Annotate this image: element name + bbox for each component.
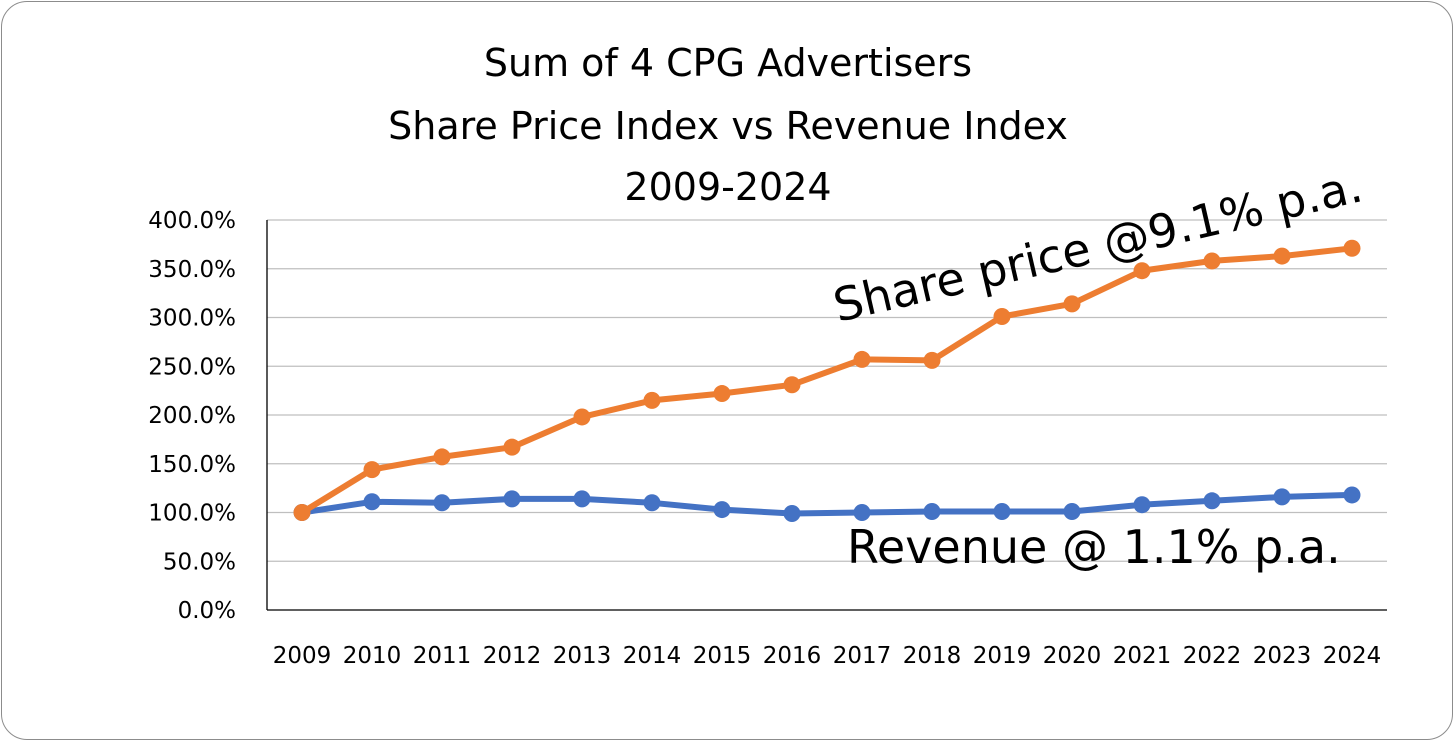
revenue-point bbox=[363, 493, 381, 511]
x-tick-label: 2022 bbox=[1183, 643, 1242, 669]
revenue-point bbox=[1273, 488, 1291, 506]
x-tick-label: 2021 bbox=[1113, 643, 1172, 669]
share-price-point bbox=[573, 408, 591, 426]
share-price-point bbox=[363, 461, 381, 479]
revenue-point bbox=[643, 494, 661, 512]
y-tick-label: 350.0% bbox=[148, 257, 236, 283]
x-tick-label: 2017 bbox=[833, 643, 892, 669]
revenue-point bbox=[1133, 496, 1151, 514]
x-axis-tick-labels: 2009 2010 2011 2012 2013 2014 2015 2016 2017 2018… bbox=[273, 643, 1382, 669]
x-tick-label: 2023 bbox=[1253, 643, 1312, 669]
y-tick-label: 100.0% bbox=[148, 501, 236, 527]
chart-title-line-3: 2009-2024 bbox=[624, 165, 831, 209]
chart-title-line-1: Sum of 4 CPG Advertisers bbox=[484, 41, 972, 85]
y-tick-label: 300.0% bbox=[148, 306, 236, 332]
x-tick-label: 2020 bbox=[1043, 643, 1102, 669]
y-tick-label: 150.0% bbox=[148, 452, 236, 478]
revenue-point bbox=[1343, 486, 1361, 504]
x-tick-label: 2013 bbox=[553, 643, 612, 669]
revenue-point bbox=[713, 501, 731, 519]
share-price-point bbox=[853, 350, 871, 368]
share-price-point bbox=[1133, 262, 1151, 280]
share-price-point bbox=[293, 504, 311, 521]
share-price-line bbox=[300, 245, 1353, 516]
x-tick-label: 2018 bbox=[903, 643, 962, 669]
x-tick-label: 2010 bbox=[343, 643, 402, 669]
chart-title: Sum of 4 CPG Advertisers Share Price Ind… bbox=[388, 41, 1068, 209]
revenue-annotation: Revenue @ 1.1% p.a. bbox=[847, 520, 1341, 574]
share-price-point bbox=[1343, 239, 1361, 257]
share-price-point bbox=[783, 376, 801, 394]
revenue-point bbox=[993, 503, 1011, 521]
revenue-point bbox=[1203, 492, 1221, 510]
gridlines bbox=[267, 219, 1387, 562]
y-axis-tick-labels: 0.0% 50.0% 100.0% 150.0% 200.0% 250.0% 300.0% 3… bbox=[148, 208, 236, 624]
series-layer bbox=[293, 239, 1361, 522]
share-price-point bbox=[503, 438, 521, 456]
y-tick-label: 200.0% bbox=[148, 403, 236, 429]
revenue-point bbox=[1063, 503, 1081, 521]
x-tick-label: 2024 bbox=[1323, 643, 1382, 669]
chart-title-line-2: Share Price Index vs Revenue Index bbox=[388, 104, 1068, 148]
share-price-series bbox=[293, 239, 1361, 521]
x-tick-label: 2011 bbox=[413, 643, 472, 669]
y-tick-label: 400.0% bbox=[148, 208, 236, 234]
revenue-point bbox=[573, 490, 591, 508]
share-price-annotation: Share price @9.1% p.a. bbox=[828, 158, 1367, 332]
revenue-point bbox=[853, 504, 871, 521]
revenue-point bbox=[433, 494, 451, 512]
share-price-point bbox=[713, 385, 731, 403]
revenue-line bbox=[301, 491, 1353, 517]
y-tick-label: 0.0% bbox=[178, 598, 236, 624]
share-price-point bbox=[1063, 295, 1081, 313]
x-tick-label: 2015 bbox=[693, 643, 752, 669]
share-price-point bbox=[993, 308, 1011, 326]
x-tick-label: 2019 bbox=[973, 643, 1032, 669]
y-tick-label: 250.0% bbox=[148, 354, 236, 380]
axes bbox=[266, 220, 1387, 611]
y-tick-label: 50.0% bbox=[163, 549, 236, 575]
share-price-point bbox=[923, 351, 941, 369]
x-tick-label: 2012 bbox=[483, 643, 542, 669]
revenue-point bbox=[923, 503, 941, 521]
share-price-point bbox=[433, 448, 451, 466]
revenue-point bbox=[503, 490, 521, 508]
share-price-point bbox=[1273, 247, 1291, 265]
revenue-point bbox=[783, 504, 801, 522]
x-tick-label: 2014 bbox=[623, 643, 682, 669]
share-price-point bbox=[643, 391, 661, 409]
revenue-series bbox=[293, 486, 1361, 522]
x-tick-label: 2009 bbox=[273, 643, 332, 669]
x-tick-label: 2016 bbox=[763, 643, 822, 669]
share-price-point bbox=[1203, 252, 1221, 270]
